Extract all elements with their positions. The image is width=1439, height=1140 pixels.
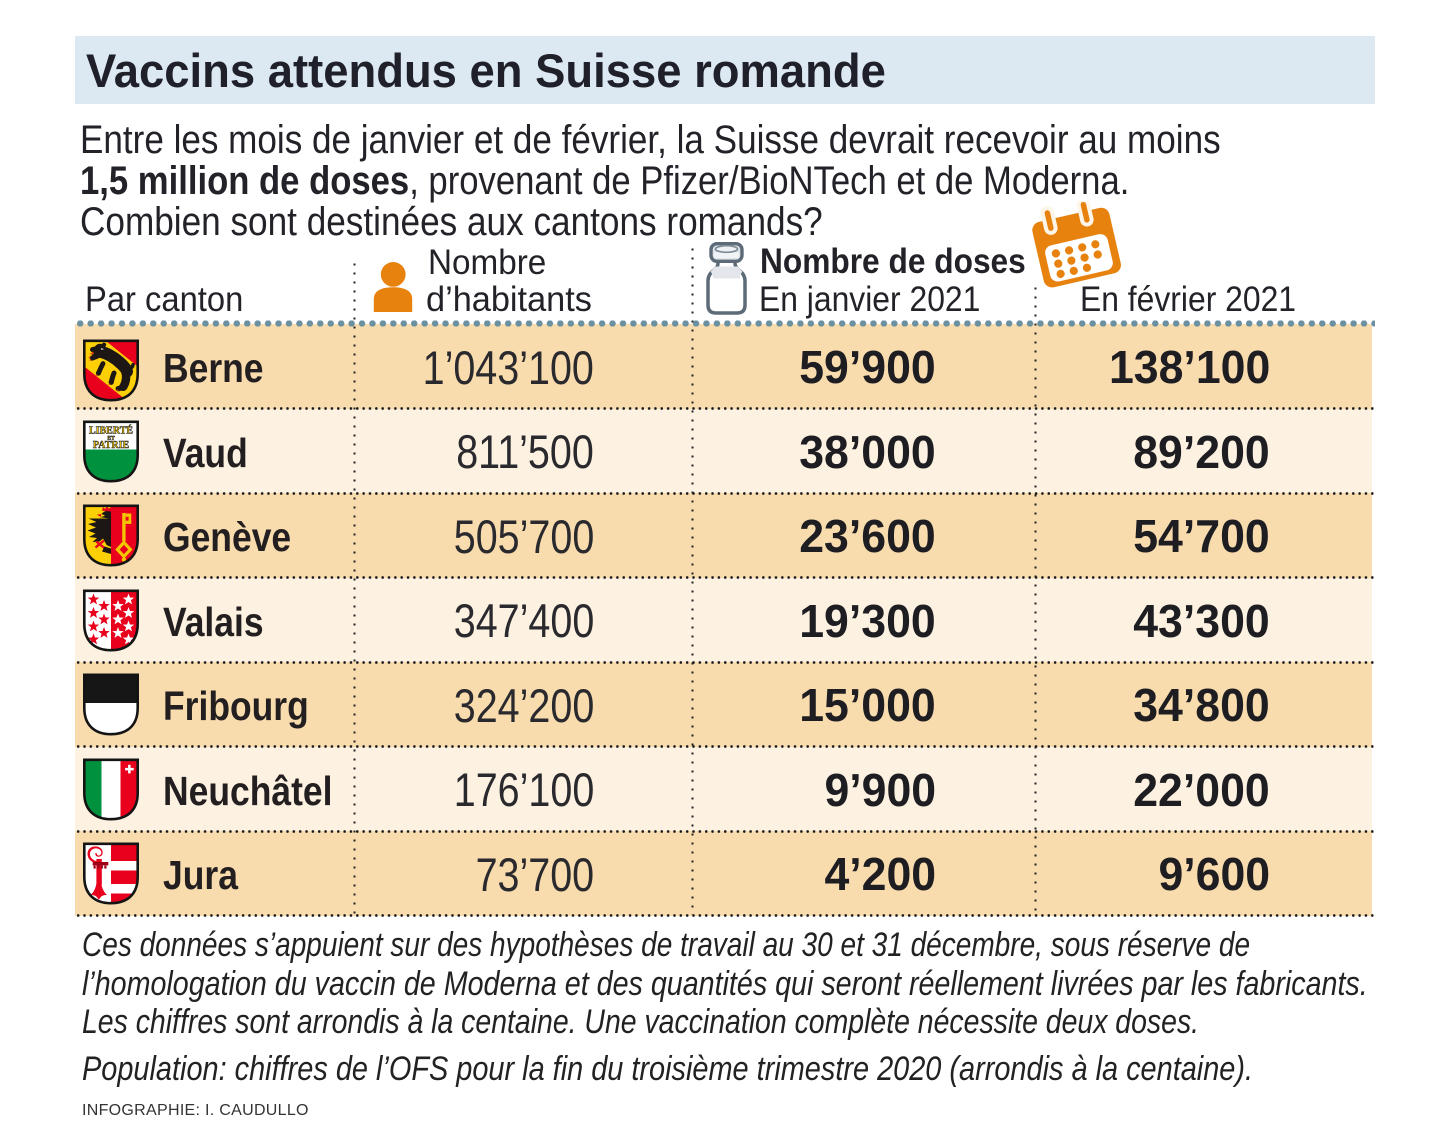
- svg-text:PATRIE: PATRIE: [93, 440, 130, 451]
- svg-text:ET: ET: [107, 435, 115, 441]
- svg-text:LIBERTÉ: LIBERTÉ: [89, 424, 133, 436]
